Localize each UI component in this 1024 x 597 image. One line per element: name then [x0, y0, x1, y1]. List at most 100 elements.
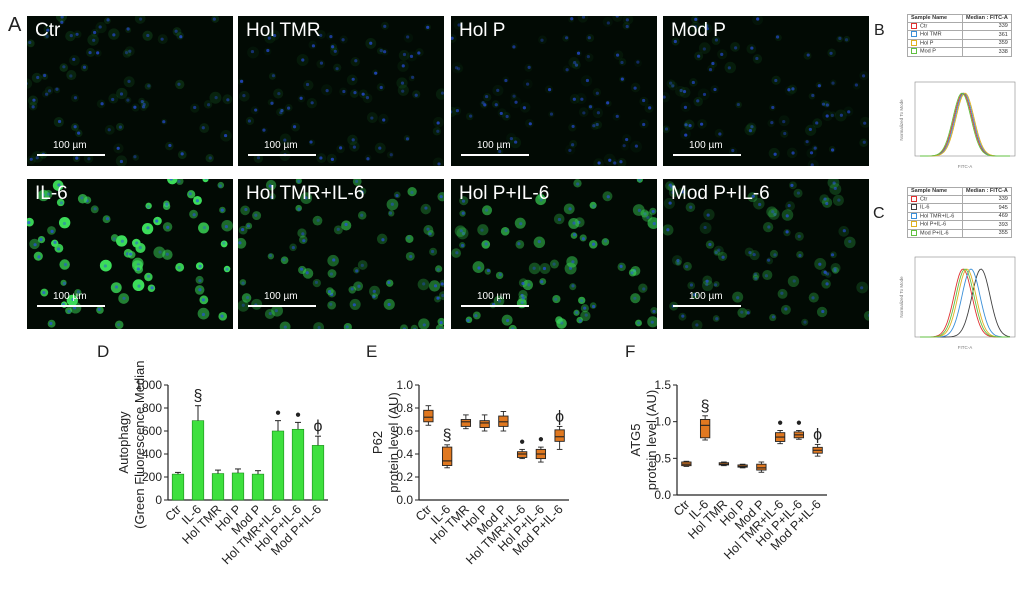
- scale-bar-label: 100 µm: [53, 140, 87, 151]
- micrograph-label: Mod P+IL-6: [671, 183, 770, 204]
- scale-bar-label: 100 µm: [689, 291, 723, 302]
- series-swatch: [911, 221, 917, 228]
- flow-c-xlabel: FITC-A: [958, 345, 973, 350]
- flow-row: Ctr 339: [907, 21, 1012, 32]
- bar: [291, 428, 305, 501]
- box: [441, 446, 453, 466]
- y-tick-label: 1000: [135, 378, 162, 392]
- flow-row: IL-6 945: [907, 203, 1012, 213]
- box: [516, 451, 528, 458]
- micrograph-hol-tmr-il-6: Hol TMR+IL-6 100 µm: [238, 179, 444, 329]
- flow-histogram-curve: [920, 92, 1010, 157]
- y-tick-label: 1.5: [654, 378, 671, 392]
- y-tick-label: 0.2: [396, 470, 413, 484]
- flow-median-value: 338: [962, 47, 1012, 57]
- panel-letter-e: E: [366, 342, 378, 361]
- micrograph-label: Hol TMR+IL-6: [246, 183, 365, 204]
- flow-c-header-sample: Sample Name: [907, 187, 963, 196]
- series-swatch: [911, 196, 917, 202]
- y-tick-label: 0.4: [396, 447, 413, 461]
- micrograph-mod-p: Mod P 100 µm: [663, 16, 869, 166]
- flow-panel-c: Sample Name Median : FITC-A Ctr 339 IL-6 94…: [893, 187, 1019, 357]
- significance-marker: ϕ: [555, 408, 564, 425]
- flow-row: Mod P 338: [907, 47, 1012, 57]
- scale-bar-label: 100 µm: [477, 291, 511, 302]
- flow-b-header-sample: Sample Name: [907, 14, 963, 23]
- bar: [251, 473, 265, 501]
- bar: [231, 472, 245, 501]
- flow-median-value: 339: [962, 194, 1012, 205]
- flow-row: Hol P 359: [907, 38, 1012, 49]
- scale-bar: [37, 305, 105, 307]
- series-swatch: [911, 39, 917, 46]
- significance-marker: ●: [519, 436, 525, 447]
- scale-bar: [461, 154, 529, 156]
- series-swatch: [911, 31, 917, 38]
- flow-histogram-curve: [920, 92, 1010, 157]
- y-axis-label: protein level (AU): [386, 392, 401, 492]
- flow-median-value: 339: [962, 21, 1012, 32]
- micrograph-label: Hol P+IL-6: [459, 183, 550, 204]
- significance-marker: §: [701, 398, 710, 415]
- y-axis-label: protein level (AU): [644, 390, 659, 490]
- micrograph-label: Hol P: [459, 20, 506, 41]
- flow-histogram-curve: [920, 268, 1010, 338]
- flow-b-histogram: Normalized To Mode FITC-A: [899, 81, 1016, 169]
- scale-bar: [673, 154, 741, 156]
- significance-marker: ●: [796, 417, 802, 428]
- significance-marker: ●: [295, 409, 301, 420]
- y-tick-label: 600: [142, 424, 162, 438]
- flow-c-header-median: Median : FITC-A: [962, 187, 1012, 196]
- y-tick-label: 800: [142, 401, 162, 415]
- y-tick-label: 200: [142, 470, 162, 484]
- chart-d-autophagy: 0 200 400 600 800 1000 Autophagy (Green Fluores…: [116, 360, 328, 567]
- significance-marker: ϕ: [813, 426, 822, 443]
- y-tick-label: 0.5: [654, 451, 671, 465]
- flow-histogram-curve: [920, 268, 1010, 338]
- flow-row: Mod P+IL-6 355: [907, 228, 1012, 239]
- flow-median-value: 355: [962, 228, 1012, 239]
- flow-b-xlabel: FITC-A: [958, 164, 973, 169]
- flow-panel-b: Sample Name Median : FITC-A Ctr 339 Hol TM…: [893, 14, 1019, 180]
- micrograph-label: Ctr: [35, 20, 61, 41]
- flow-sample-name: Mod P+IL-6: [920, 230, 949, 237]
- flow-sample-name: Hol P+IL-6: [920, 221, 947, 228]
- scale-bar: [248, 305, 316, 307]
- bar: [171, 473, 185, 501]
- scale-bar: [673, 305, 741, 307]
- flow-row: Hol TMR 361: [907, 30, 1012, 40]
- flow-median-value: 469: [962, 211, 1012, 222]
- significance-marker: ●: [275, 408, 281, 419]
- flow-row: Hol P+IL-6 393: [907, 220, 1012, 230]
- micrograph-hol-p-il-6: Hol P+IL-6 100 µm: [451, 179, 657, 329]
- scale-bar-label: 100 µm: [264, 291, 298, 302]
- flow-b-header-median: Median : FITC-A: [962, 14, 1012, 23]
- scale-bar: [461, 305, 529, 307]
- micrograph-label: Mod P: [671, 20, 726, 41]
- micrograph-label: Hol TMR: [246, 20, 321, 41]
- panel-letter-c: C: [873, 205, 885, 222]
- flow-median-value: 945: [962, 203, 1012, 213]
- box: [756, 463, 767, 471]
- series-swatch: [911, 229, 917, 236]
- micrograph-hol-tmr: Hol TMR 100 µm: [238, 16, 444, 166]
- significance-marker: ϕ: [314, 418, 323, 435]
- flow-sample-name: Ctr: [920, 196, 928, 203]
- series-swatch: [911, 23, 917, 29]
- flow-b-table: Sample Name Median : FITC-A Ctr 339 Hol TM…: [907, 14, 1012, 57]
- flow-sample-name: IL-6: [920, 204, 930, 211]
- flow-c-table: Sample Name Median : FITC-A Ctr 339 IL-6 94…: [907, 187, 1012, 239]
- flow-histogram-curve: [920, 268, 1010, 338]
- y-axis-label: P62: [370, 431, 385, 454]
- panel-letter-f: F: [625, 342, 636, 361]
- y-tick-label: 400: [142, 447, 162, 461]
- box: [479, 420, 490, 429]
- significance-marker: §: [194, 388, 203, 405]
- flow-sample-name: Mod P: [920, 48, 936, 55]
- flow-row: Hol TMR+IL-6 469: [907, 211, 1012, 222]
- panel-letter-a: A: [8, 14, 22, 36]
- flow-sample-name: Hol TMR+IL-6: [920, 213, 955, 220]
- flow-histogram-curve: [920, 268, 1010, 338]
- flow-b-ylabel: Normalized To Mode: [899, 99, 904, 141]
